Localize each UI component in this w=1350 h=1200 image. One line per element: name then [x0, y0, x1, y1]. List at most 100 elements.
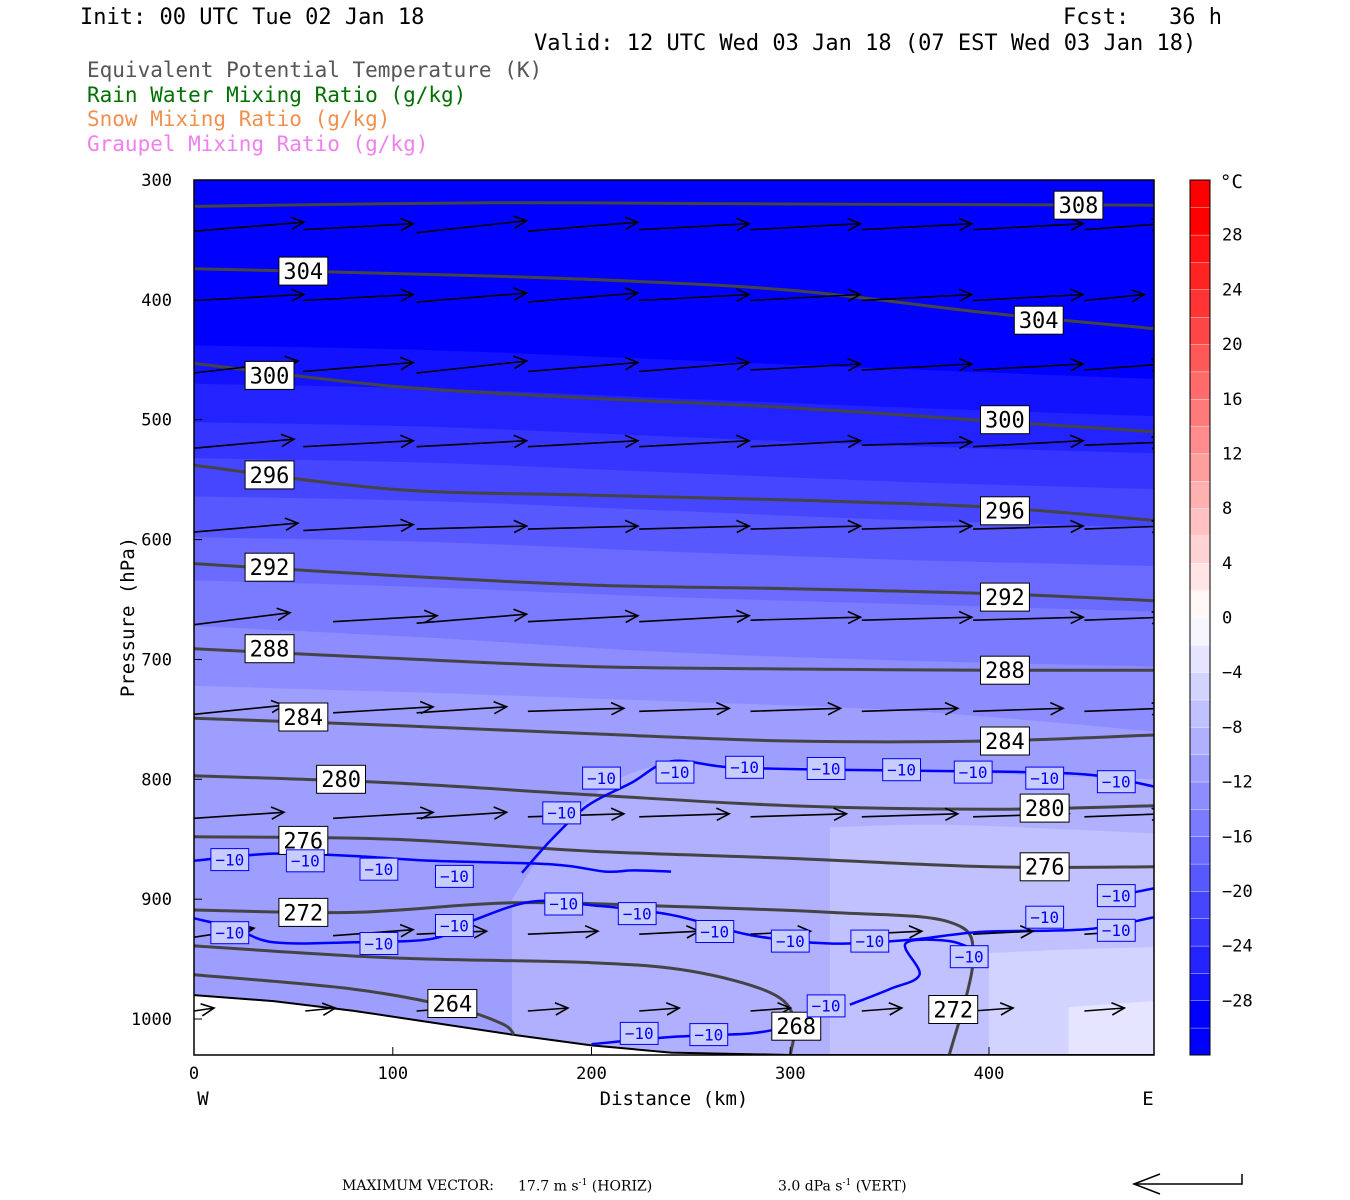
label-text: −10 [440, 867, 469, 886]
label-box [542, 801, 582, 825]
label-text: 292 [985, 586, 1025, 611]
wind-vector [333, 700, 435, 715]
label-text: 268 [776, 1015, 816, 1040]
wind-vector [303, 434, 416, 449]
label-text: 304 [283, 260, 323, 285]
wind-vector [527, 356, 640, 373]
wind-vector [861, 435, 974, 450]
wind-vector [639, 519, 752, 534]
fill-band [1068, 1001, 1154, 1055]
label-text: −10 [855, 932, 884, 951]
temperature-label: −10 [1025, 766, 1065, 790]
y-tick-label: 1000 [131, 1010, 172, 1030]
colorbar-swatch [1189, 453, 1211, 482]
label-box [1019, 793, 1070, 823]
colorbar-tick-label: −20 [1222, 882, 1253, 902]
wind-vector [305, 1002, 338, 1016]
temperature-label: −10 [806, 757, 846, 780]
wind-vector [861, 610, 974, 625]
temperature-fill [194, 180, 1154, 1055]
axes: 300 400 500 600 700 800 900 1000 0 100 200 300 400 [131, 171, 1004, 1084]
label-text: −10 [887, 761, 916, 780]
max-vector-reference-arrow [1131, 1173, 1243, 1195]
terrain [194, 995, 1154, 1055]
temperature-label: −10 [882, 758, 922, 782]
wind-vector [527, 434, 640, 449]
label-box [695, 920, 735, 943]
wind-vector [194, 216, 306, 232]
label-text: 296 [250, 464, 290, 489]
label-text: −10 [812, 997, 841, 1016]
wind-vector [1084, 610, 1154, 625]
label-text: −10 [291, 852, 320, 871]
label-text: −10 [547, 804, 576, 823]
label-text: 296 [985, 500, 1025, 525]
valid-time: Valid: 12 UTC Wed 03 Jan 18 (07 EST Wed … [534, 31, 1197, 56]
colorbar-tick-label: −28 [1222, 991, 1253, 1011]
wind-vector [750, 807, 849, 822]
temperature-label: −10 [617, 902, 657, 926]
label-box [285, 849, 325, 873]
label-text: −10 [215, 850, 244, 869]
colorbar-swatch [1189, 781, 1211, 810]
label-text: −10 [700, 922, 729, 941]
temperature-label: −10 [435, 914, 474, 937]
colorbar-swatch [1189, 316, 1211, 345]
label-box [980, 496, 1030, 526]
temperature-label: −10 [542, 801, 582, 825]
wind-vector [194, 433, 296, 449]
label-text: −10 [623, 904, 652, 923]
label-text: −10 [215, 924, 244, 943]
wind-vector [333, 609, 439, 624]
colorbar-tick-label: 8 [1222, 499, 1232, 519]
label-text: −10 [959, 763, 988, 782]
x-tick-label: 200 [576, 1064, 607, 1084]
label-box [1013, 305, 1064, 335]
wind-vector [861, 217, 974, 232]
temperature-line [849, 938, 980, 1006]
temperature-label: −10 [953, 760, 993, 784]
label-box [278, 702, 329, 732]
theta-e-label: 288 [244, 634, 295, 664]
label-box [953, 760, 993, 784]
wind-vector [639, 434, 752, 449]
wind-vector [303, 518, 416, 533]
temperature-label: −10 [359, 932, 399, 955]
label-text: 280 [321, 768, 361, 793]
label-box [244, 634, 295, 664]
wind-vector [973, 357, 1085, 372]
label-box [244, 360, 295, 390]
terrain-surface-line [194, 994, 1154, 1055]
wind-vector [639, 217, 752, 232]
wind-vector [194, 1003, 216, 1017]
label-text: −10 [587, 769, 616, 788]
x-tick-label: 100 [377, 1064, 408, 1084]
temperature-label: −10 [210, 848, 250, 872]
theta-e-label: 280 [1019, 793, 1070, 823]
label-box [544, 892, 584, 916]
wind-vector [416, 608, 529, 624]
label-box [244, 552, 295, 582]
colorbar-tick-label: 0 [1222, 609, 1232, 629]
terrain-mask [194, 994, 1154, 1055]
label-text: 300 [250, 364, 290, 389]
label-box [980, 405, 1030, 435]
colorbar-tick-label: −24 [1222, 937, 1253, 957]
temperature-label: −10 [544, 892, 584, 916]
label-text: 308 [1059, 194, 1099, 219]
max-vector-horiz-exp: -1 [578, 1178, 588, 1188]
colorbar-swatch [1189, 699, 1211, 728]
label-text: 300 [985, 409, 1025, 434]
theta-e-label: 300 [244, 360, 295, 390]
label-text: −10 [1102, 773, 1131, 792]
label-text: −10 [1030, 908, 1059, 927]
colorbar-tick-label: 28 [1222, 226, 1242, 246]
theta-e-label: 296 [244, 460, 295, 490]
max-vector-horiz-tag: (HORIZ) [591, 1178, 653, 1195]
wind-vector [303, 217, 416, 232]
wind-vector [639, 609, 752, 624]
wind-vector [527, 216, 640, 232]
wind-vector [750, 701, 843, 716]
east-label: E [1142, 1088, 1153, 1110]
label-text: −10 [694, 1025, 723, 1044]
